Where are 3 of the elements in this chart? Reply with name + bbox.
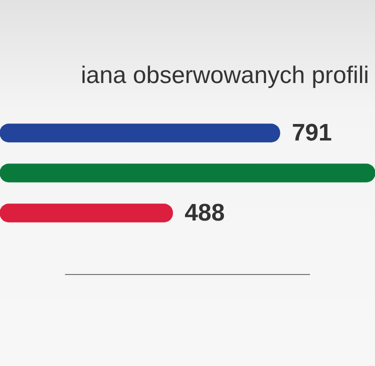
data-label: 488	[184, 200, 225, 227]
chart-title: iana obserwowanych profili	[80, 62, 370, 90]
data-label: 791	[292, 120, 332, 147]
